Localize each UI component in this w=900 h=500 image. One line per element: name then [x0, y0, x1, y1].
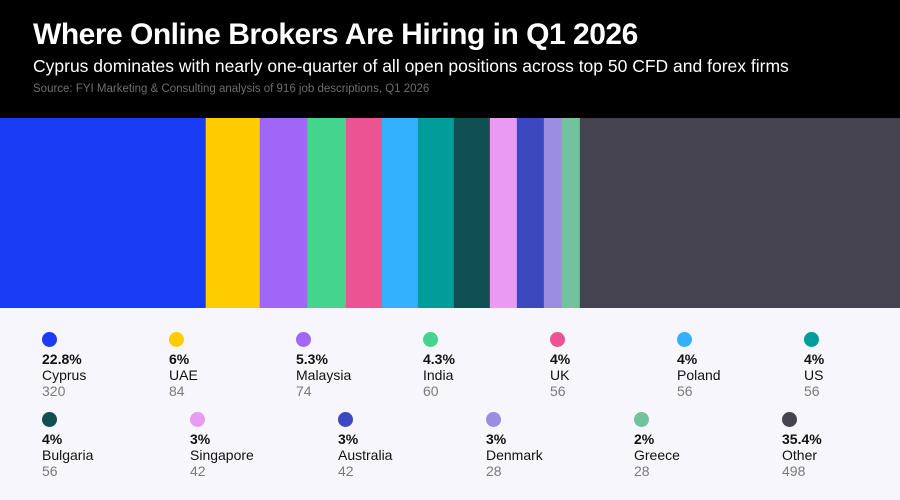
legend-percent: 5.3% — [296, 351, 328, 367]
legend-percent: 3% — [486, 431, 507, 447]
legend-label: India — [423, 367, 454, 383]
legend-swatch — [42, 412, 57, 427]
legend-label: UK — [550, 367, 570, 383]
legend-count: 28 — [486, 463, 502, 479]
legend-label: Bulgaria — [42, 447, 94, 463]
legend-swatch — [804, 332, 819, 347]
legend-percent: 3% — [338, 431, 359, 447]
legend-count: 56 — [42, 463, 58, 479]
legend-count: 498 — [782, 463, 806, 479]
legend-percent: 2% — [634, 431, 655, 447]
legend-label: Poland — [677, 367, 721, 383]
legend-swatch — [190, 412, 205, 427]
legend-swatch — [550, 332, 565, 347]
legend-item-us: 4% US 56 — [804, 332, 900, 399]
legend-label: Malaysia — [296, 367, 352, 383]
bar-segment-uk — [345, 118, 383, 308]
legend-label: Greece — [634, 447, 680, 463]
chart-title: Where Online Brokers Are Hiring in Q1 20… — [33, 18, 638, 51]
legend-item-australia: 3% Australia 42 — [338, 412, 478, 479]
legend-label: Other — [782, 447, 818, 463]
legend-item-greece: 2% Greece 28 — [634, 412, 774, 479]
legend-count: 42 — [338, 463, 354, 479]
bar-segment-uae — [205, 118, 261, 308]
bar-segment-india — [307, 118, 347, 308]
bar-segment-greece — [561, 118, 581, 308]
legend-item-denmark: 3% Denmark 28 — [486, 412, 626, 479]
legend-item-india: 4.3% India 60 — [423, 332, 563, 399]
chart-subtitle: Cyprus dominates with nearly one-quarter… — [33, 56, 789, 76]
bar-segment-malaysia — [259, 118, 308, 308]
legend-count: 84 — [169, 383, 185, 399]
legend-percent: 4% — [42, 431, 63, 447]
legend-count: 42 — [190, 463, 206, 479]
legend-item-singapore: 3% Singapore 42 — [190, 412, 330, 479]
legend-item-uae: 6% UAE 84 — [169, 332, 309, 399]
legend-swatch — [634, 412, 649, 427]
legend-count: 60 — [423, 383, 439, 399]
bar-segment-bulgaria — [453, 118, 491, 308]
legend-percent: 22.8% — [42, 351, 82, 367]
legend-item-other: 35.4% Other 498 — [782, 412, 900, 479]
legend-percent: 35.4% — [782, 431, 822, 447]
legend-label: US — [804, 367, 824, 383]
legend-percent: 4% — [677, 351, 698, 367]
legend-count: 74 — [296, 383, 312, 399]
legend-percent: 6% — [169, 351, 190, 367]
legend-swatch — [42, 332, 57, 347]
legend-swatch — [296, 332, 311, 347]
legend-swatch — [423, 332, 438, 347]
legend-count: 320 — [42, 383, 66, 399]
source-note: Source: FYI Marketing & Consulting analy… — [33, 83, 430, 95]
stacked-bar — [0, 118, 900, 308]
legend-count: 28 — [634, 463, 650, 479]
legend-count: 56 — [677, 383, 693, 399]
legend-percent: 4.3% — [423, 351, 455, 367]
legend-item-uk: 4% UK 56 — [550, 332, 690, 399]
legend-item-malaysia: 5.3% Malaysia 74 — [296, 332, 436, 399]
legend-count: 56 — [804, 383, 820, 399]
bar-segment-cyprus — [0, 118, 207, 308]
legend-label: Cyprus — [42, 367, 87, 383]
bar-segment-australia — [516, 118, 545, 308]
legend-swatch — [486, 412, 501, 427]
legend-swatch — [338, 412, 353, 427]
bar-segment-other — [579, 118, 900, 308]
legend-item-bulgaria: 4% Bulgaria 56 — [42, 412, 182, 479]
legend-percent: 4% — [550, 351, 571, 367]
bar-segment-us — [417, 118, 455, 308]
header: Where Online Brokers Are Hiring in Q1 20… — [0, 0, 900, 118]
bar-segment-singapore — [489, 118, 518, 308]
bar-segment-denmark — [543, 118, 563, 308]
legend-label: Singapore — [190, 447, 254, 463]
legend-label: Denmark — [486, 447, 543, 463]
legend-item-cyprus: 22.8% Cyprus 320 — [42, 332, 182, 399]
legend-percent: 4% — [804, 351, 825, 367]
legend-label: UAE — [169, 367, 198, 383]
legend-label: Australia — [338, 447, 393, 463]
legend-percent: 3% — [190, 431, 211, 447]
legend-item-poland: 4% Poland 56 — [677, 332, 817, 399]
legend-count: 56 — [550, 383, 566, 399]
legend-swatch — [782, 412, 797, 427]
legend-swatch — [169, 332, 184, 347]
bar-segment-poland — [381, 118, 419, 308]
legend-swatch — [677, 332, 692, 347]
